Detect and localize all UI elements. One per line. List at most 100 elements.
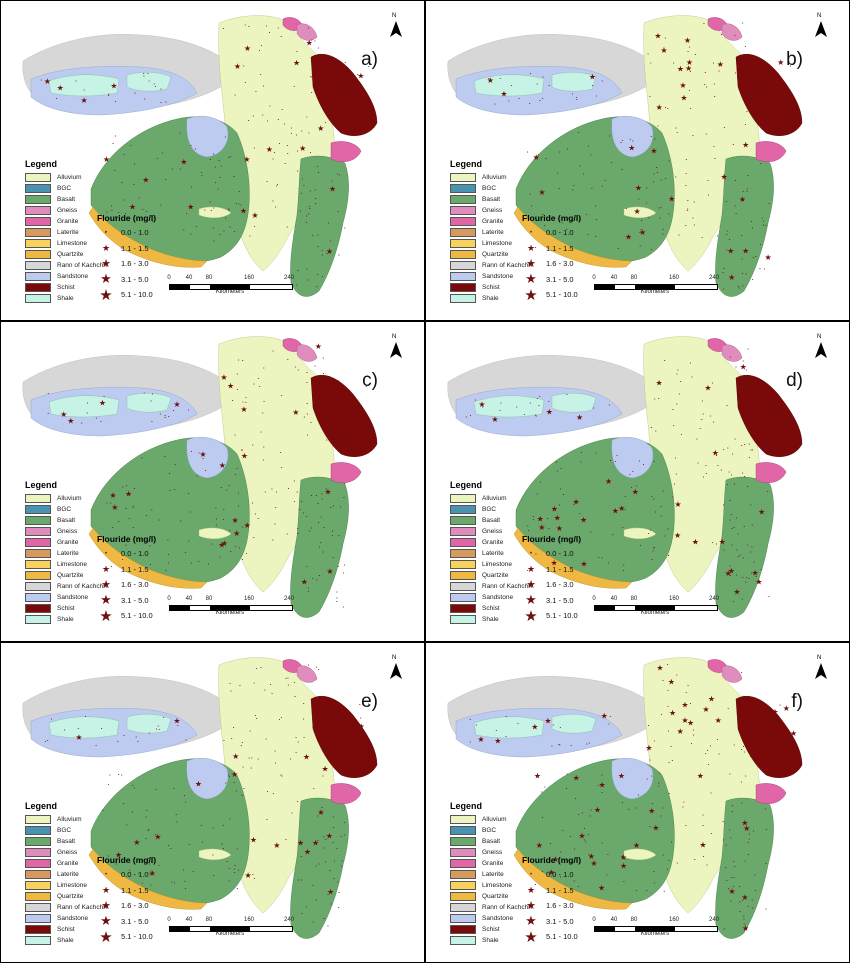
scale-tick-label: 40 (185, 917, 193, 923)
sample-site-marker: • (609, 402, 611, 407)
sample-site-marker: ★ (677, 64, 684, 73)
sample-site-marker: • (118, 771, 120, 776)
sample-site-marker: ★ (227, 381, 234, 390)
sample-site-marker: ★ (677, 727, 684, 736)
legend-swatch (25, 516, 51, 525)
legend-swatch (450, 538, 476, 547)
sample-site-marker: • (296, 282, 298, 287)
sample-site-marker: • (311, 525, 313, 530)
sample-site-marker: ★ (656, 103, 663, 112)
sample-site-marker: • (275, 760, 277, 765)
sample-site-marker: • (742, 283, 744, 288)
sample-site-marker: • (105, 229, 107, 234)
sample-site-marker: • (155, 84, 157, 89)
saurashtra-sandstone-area (611, 437, 654, 479)
sample-site-marker: • (301, 911, 303, 916)
sample-site-marker: • (190, 231, 192, 236)
sample-site-marker: • (294, 679, 296, 684)
sample-site-marker: • (589, 740, 591, 745)
legend-item: Alluvium (25, 814, 135, 825)
sample-site-marker: • (590, 152, 592, 157)
eastern-basalt-area (290, 797, 349, 939)
sample-site-marker: • (125, 542, 127, 547)
sample-site-marker: • (213, 873, 215, 878)
sample-site-marker: • (518, 96, 520, 101)
legend-swatch (25, 560, 51, 569)
legend-swatch (25, 228, 51, 237)
sample-site-marker: • (722, 819, 724, 824)
sample-site-marker: • (660, 503, 662, 508)
legend-item: Sandstone (450, 271, 560, 282)
sample-site-marker: • (748, 831, 750, 836)
sample-site-marker: • (234, 862, 236, 867)
sample-site-marker: • (742, 20, 744, 25)
sample-site-marker: ★ (618, 772, 625, 781)
sample-site-marker: • (329, 75, 331, 80)
sample-site-marker: • (142, 207, 144, 212)
sample-site-marker: • (601, 840, 603, 845)
sample-site-marker: • (608, 721, 610, 726)
sample-site-marker: • (729, 517, 731, 522)
sample-site-marker: • (185, 885, 187, 890)
legend-item: Schist (450, 603, 560, 614)
sample-site-marker: • (541, 789, 543, 794)
legend-item: Shale (450, 614, 560, 625)
sample-site-marker: • (768, 421, 770, 426)
sample-site-marker: • (340, 735, 342, 740)
sample-site-marker: • (303, 716, 305, 721)
sample-site-marker: • (212, 852, 214, 857)
sample-site-marker: • (671, 839, 673, 844)
sample-site-marker: ★ (173, 717, 180, 726)
north-arrow-icon (815, 21, 827, 37)
eastern-basalt-area (290, 476, 349, 618)
sample-site-marker: • (659, 770, 661, 775)
sample-site-marker: • (615, 458, 617, 463)
sample-site-marker: • (762, 717, 764, 722)
sample-site-marker: • (646, 887, 648, 892)
scale-tick-label: 40 (610, 596, 618, 602)
sample-site-marker: • (223, 516, 225, 521)
sample-site-marker: • (601, 555, 603, 560)
sample-site-marker: • (731, 874, 733, 879)
sample-site-marker: • (336, 589, 338, 594)
sample-site-marker: • (658, 396, 660, 401)
sample-site-marker: • (732, 809, 734, 814)
sample-site-marker: • (601, 772, 603, 777)
sample-site-marker: • (347, 87, 349, 92)
sample-site-marker: • (723, 502, 725, 507)
sample-site-marker: • (219, 554, 221, 559)
fluoride-class-label: 3.1 - 5.0 (546, 274, 574, 284)
legend-swatch (25, 272, 51, 281)
sample-site-marker: • (326, 250, 328, 255)
sample-site-marker: • (323, 355, 325, 360)
sample-site-marker: • (272, 537, 274, 542)
sample-site-marker: • (789, 446, 791, 451)
sample-site-marker: • (738, 284, 740, 289)
legend-swatch (450, 560, 476, 569)
sample-site-marker: • (364, 767, 366, 772)
sample-site-marker: • (257, 516, 259, 521)
legend-swatch (450, 272, 476, 281)
legend-item: Granite (450, 858, 560, 869)
sample-site-marker: • (325, 486, 327, 491)
sample-site-marker: ★ (601, 712, 608, 721)
sample-site-marker: • (332, 533, 334, 538)
legend-swatch (450, 505, 476, 514)
sample-site-marker: ★ (554, 513, 561, 522)
sample-site-marker: • (539, 97, 541, 102)
sample-site-marker: • (765, 861, 767, 866)
sample-site-marker: • (734, 436, 736, 441)
legend-item: Sandstone (25, 913, 135, 924)
sample-site-marker: • (751, 897, 753, 902)
fluoride-class-label: 3.1 - 5.0 (121, 595, 149, 605)
sample-site-marker: • (248, 118, 250, 123)
sample-site-marker: • (183, 867, 185, 872)
legend-label: Basalt (482, 517, 501, 524)
sample-site-marker: • (148, 861, 150, 866)
scale-unit: Kilometers (215, 610, 245, 616)
sample-site-marker: • (685, 182, 687, 187)
star-marker-icon: ★ (101, 884, 111, 895)
sample-site-marker: • (344, 406, 346, 411)
sample-site-marker: • (297, 267, 299, 272)
sample-site-marker: ★ (326, 247, 333, 256)
